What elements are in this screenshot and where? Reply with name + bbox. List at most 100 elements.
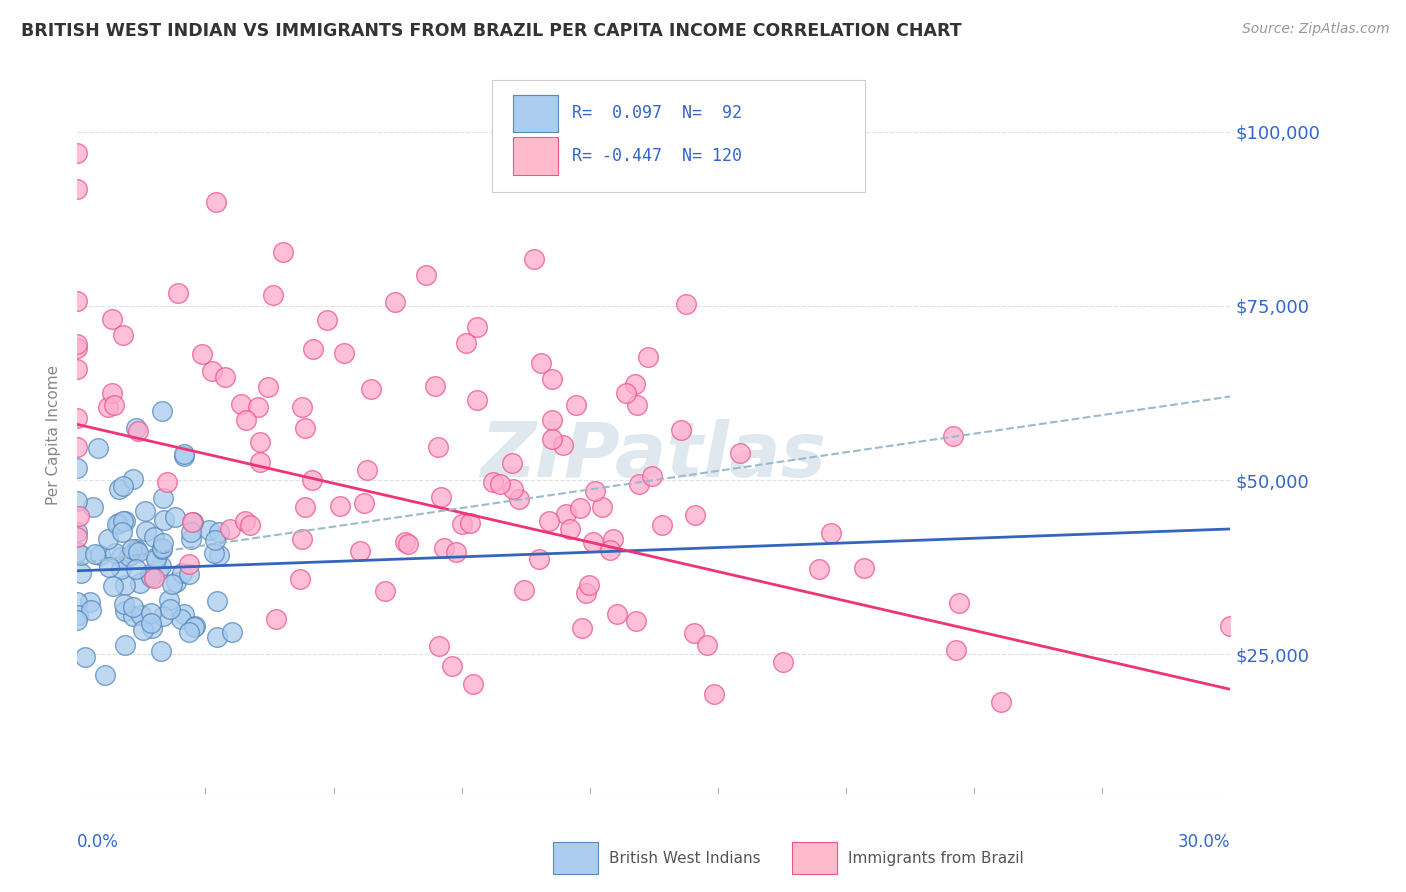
Point: [146, 565, 169, 579]
Point: [465, 392, 488, 407]
Point: [202, 545, 225, 559]
Point: [294, 421, 316, 435]
Point: [374, 584, 396, 599]
Point: [427, 640, 450, 654]
Point: [246, 400, 269, 414]
Text: Source: ZipAtlas.com: Source: ZipAtlas.com: [1241, 22, 1389, 37]
Point: [184, 619, 207, 633]
Point: [353, 496, 375, 510]
Point: [302, 342, 325, 356]
Point: [456, 336, 478, 351]
Point: [683, 508, 706, 523]
Point: [100, 386, 122, 401]
Point: [696, 638, 718, 652]
Point: [423, 379, 446, 393]
Point: [219, 523, 242, 537]
Point: [79, 595, 101, 609]
Point: [118, 549, 141, 563]
Text: R= -0.447  N= 120: R= -0.447 N= 120: [572, 147, 742, 165]
Point: [571, 621, 593, 635]
Point: [602, 533, 624, 547]
Point: [75, 650, 97, 665]
Point: [152, 609, 174, 624]
Point: [523, 252, 546, 267]
Point: [569, 500, 592, 515]
Point: [482, 475, 505, 490]
Point: [159, 601, 181, 615]
Point: [111, 524, 134, 539]
Point: [703, 687, 725, 701]
Point: [163, 510, 186, 524]
Point: [180, 516, 202, 530]
Point: [80, 603, 103, 617]
Point: [121, 541, 143, 556]
Point: [110, 562, 132, 576]
Point: [132, 624, 155, 638]
Point: [582, 535, 605, 549]
Point: [628, 476, 651, 491]
Point: [167, 285, 190, 300]
Point: [181, 515, 204, 529]
Point: [201, 364, 224, 378]
Point: [650, 518, 672, 533]
Point: [271, 244, 294, 259]
Point: [169, 612, 191, 626]
Point: [157, 593, 180, 607]
Point: [150, 542, 173, 557]
Point: [127, 424, 149, 438]
Point: [614, 386, 637, 401]
Point: [458, 516, 481, 530]
Point: [990, 695, 1012, 709]
Point: [214, 370, 236, 384]
Point: [444, 545, 467, 559]
Point: [141, 621, 163, 635]
Point: [121, 472, 143, 486]
Point: [112, 328, 135, 343]
Point: [808, 561, 831, 575]
Point: [138, 567, 160, 582]
Point: [205, 195, 228, 210]
Point: [440, 658, 463, 673]
Point: [156, 475, 179, 489]
Point: [204, 533, 226, 548]
Point: [139, 606, 162, 620]
Point: [143, 530, 166, 544]
Point: [530, 356, 553, 370]
Point: [173, 449, 195, 463]
Point: [433, 541, 456, 555]
Point: [97, 400, 120, 414]
Point: [150, 541, 173, 555]
Point: [66, 410, 89, 425]
Point: [145, 552, 167, 566]
Point: [103, 399, 125, 413]
Point: [465, 319, 488, 334]
Point: [66, 440, 89, 454]
Point: [101, 312, 124, 326]
Point: [97, 533, 120, 547]
Point: [575, 585, 598, 599]
Point: [112, 597, 135, 611]
Point: [107, 482, 129, 496]
Point: [728, 446, 751, 460]
Point: [93, 668, 115, 682]
Point: [221, 624, 243, 639]
Point: [553, 438, 575, 452]
Point: [205, 630, 228, 644]
Point: [104, 546, 127, 560]
Point: [356, 463, 378, 477]
Point: [591, 500, 613, 514]
Point: [450, 516, 472, 531]
Point: [103, 578, 125, 592]
Point: [150, 644, 173, 658]
Point: [82, 500, 104, 514]
Point: [624, 377, 647, 392]
Point: [288, 572, 311, 586]
Text: Immigrants from Brazil: Immigrants from Brazil: [848, 851, 1024, 865]
Point: [333, 346, 356, 360]
Point: [105, 516, 128, 531]
Point: [669, 424, 692, 438]
Point: [508, 492, 530, 507]
Point: [820, 526, 842, 541]
Point: [198, 523, 221, 537]
Text: R=  0.097  N=  92: R= 0.097 N= 92: [572, 104, 742, 122]
